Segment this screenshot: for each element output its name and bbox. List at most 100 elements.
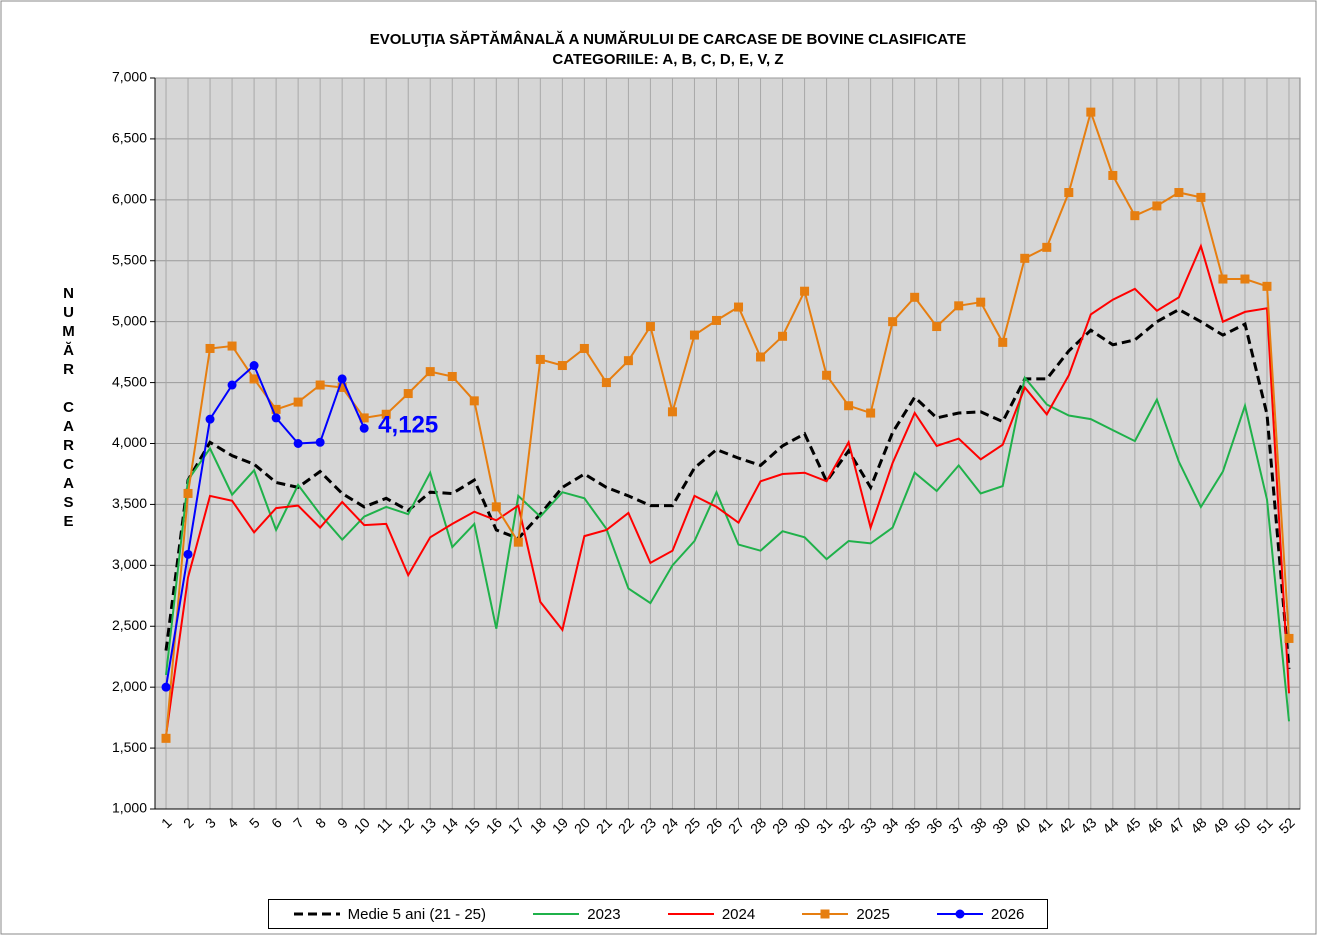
x-tick-label: 25 xyxy=(681,814,703,836)
x-tick-label: 36 xyxy=(923,814,945,836)
y-tick-label: 5,000 xyxy=(112,312,147,328)
legend-item: 2026 xyxy=(935,906,1024,923)
series-line xyxy=(165,363,366,688)
legend-item: 2025 xyxy=(800,905,890,923)
legend-swatch xyxy=(937,909,984,919)
legend-swatch xyxy=(667,913,714,915)
y-tick-label: 6,000 xyxy=(112,191,147,207)
marker xyxy=(734,302,744,312)
marker xyxy=(315,437,325,447)
x-tick-label: 18 xyxy=(527,814,549,836)
x-tick-label: 21 xyxy=(593,814,615,836)
marker xyxy=(711,315,721,325)
x-tick-label: 20 xyxy=(571,814,593,836)
marker xyxy=(491,502,501,512)
x-tick-label: 24 xyxy=(659,814,681,836)
marker xyxy=(1262,281,1272,291)
marker xyxy=(844,401,854,411)
y-tick-label: 7,000 xyxy=(112,69,147,85)
marker xyxy=(359,423,369,433)
x-tick-label: 2 xyxy=(180,814,197,831)
x-tick-label: 14 xyxy=(439,814,461,836)
marker xyxy=(535,354,545,364)
x-tick-label: 26 xyxy=(703,814,725,836)
marker xyxy=(778,331,788,341)
x-tick-label: 49 xyxy=(1209,814,1231,836)
x-tick-label: 42 xyxy=(1055,814,1077,836)
x-tick-label: 22 xyxy=(615,814,637,836)
x-tick-label: 13 xyxy=(417,814,439,836)
marker xyxy=(469,396,479,406)
chart-title: EVOLUŢIA SĂPTĂMÂNALĂ A NUMĂRULUI DE CARC… xyxy=(370,30,966,48)
marker xyxy=(1108,170,1118,180)
chart-subtitle: CATEGORIILE: A, B, C, D, E, V, Z xyxy=(552,51,783,68)
data-label: 4,125 xyxy=(378,412,438,439)
x-tick-label: 40 xyxy=(1011,814,1033,836)
x-tick-label: 35 xyxy=(901,814,923,836)
x-tick-label: 31 xyxy=(813,814,835,836)
marker xyxy=(293,439,303,448)
x-tick-label: 51 xyxy=(1253,814,1275,836)
marker xyxy=(205,414,215,424)
marker xyxy=(645,322,655,332)
x-tick-label: 46 xyxy=(1143,814,1165,836)
marker xyxy=(888,317,898,327)
legend-label: Medie 5 ani (21 - 25) xyxy=(347,905,487,923)
marker xyxy=(976,297,986,307)
x-tick-label: 47 xyxy=(1165,814,1187,836)
x-tick-label: 7 xyxy=(290,814,307,831)
series-line xyxy=(165,375,1290,722)
marker xyxy=(1064,188,1074,198)
legend-item: 2023 xyxy=(531,905,621,923)
y-tick-label: 1,500 xyxy=(112,739,147,755)
marker xyxy=(161,682,171,692)
legend-swatch xyxy=(533,913,580,915)
marker xyxy=(271,404,281,414)
x-tick-label: 8 xyxy=(312,814,329,831)
x-tick-label: 4 xyxy=(224,814,241,831)
x-tick-label: 52 xyxy=(1275,814,1297,836)
y-tick-label: 5,500 xyxy=(112,251,147,267)
y-tick-label: 4,000 xyxy=(112,434,147,450)
marker xyxy=(315,380,325,390)
x-tick-label: 30 xyxy=(791,814,813,836)
marker xyxy=(1240,274,1250,284)
legend: Medie 5 ani (21 - 25) 2023 2024 2025 2026 xyxy=(268,899,1048,929)
marker xyxy=(271,413,281,423)
x-tick-label: 43 xyxy=(1077,814,1099,836)
x-tick-label: 38 xyxy=(967,814,989,836)
legend-item: Medie 5 ani (21 - 25) xyxy=(292,906,486,923)
legend-label: 2025 xyxy=(856,905,890,923)
marker xyxy=(1218,274,1228,284)
x-tick-label: 41 xyxy=(1033,814,1055,836)
y-tick-label: 3,500 xyxy=(112,495,147,511)
marker xyxy=(1086,107,1096,117)
x-tick-label: 23 xyxy=(637,814,659,836)
x-tick-label: 16 xyxy=(483,814,505,836)
marker xyxy=(1152,201,1162,211)
legend-swatch xyxy=(802,909,849,919)
marker xyxy=(954,301,964,311)
marker xyxy=(183,549,193,559)
marker xyxy=(601,378,611,388)
series-line xyxy=(164,307,1291,670)
marker xyxy=(249,374,259,384)
marker xyxy=(1042,242,1052,252)
legend-label: 2026 xyxy=(991,905,1025,923)
marker xyxy=(227,341,237,351)
x-tick-label: 34 xyxy=(879,814,901,836)
x-tick-label: 5 xyxy=(246,814,263,831)
marker xyxy=(381,409,391,419)
legend-label: 2023 xyxy=(587,905,621,923)
marker xyxy=(183,488,193,498)
x-tick-label: 17 xyxy=(505,814,527,836)
y-tick-label: 3,000 xyxy=(112,556,147,572)
x-tick-label: 50 xyxy=(1231,814,1253,836)
legend-item: 2024 xyxy=(666,906,755,923)
marker xyxy=(932,322,942,332)
x-tick-label: 39 xyxy=(989,814,1011,836)
marker xyxy=(756,352,766,362)
x-tick-label: 9 xyxy=(334,814,351,831)
